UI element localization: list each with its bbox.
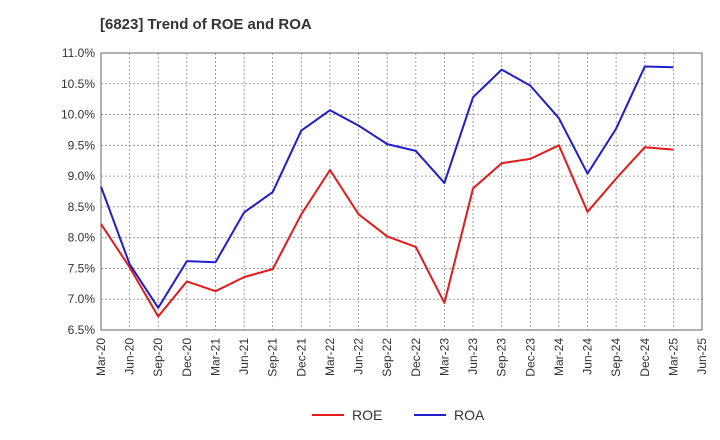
x-tick-label: Dec-23 (523, 338, 537, 377)
x-tick-label: Dec-22 (409, 338, 423, 377)
y-tick-label: 11.0% (62, 46, 95, 60)
y-tick-label: 6.5% (68, 323, 96, 337)
y-tick-label: 10.0% (61, 108, 95, 122)
x-tick-label: Jun-25 (695, 338, 709, 375)
y-tick-label: 9.0% (68, 169, 96, 183)
x-tick-label: Sep-23 (495, 338, 509, 377)
x-tick-label: Mar-24 (552, 338, 566, 376)
x-tick-label: Jun-20 (123, 338, 137, 375)
x-tick-label: Sep-21 (266, 338, 280, 377)
y-tick-label: 10.5% (61, 77, 95, 91)
x-tick-label: Jun-24 (581, 338, 595, 375)
x-tick-label: Mar-23 (437, 338, 451, 376)
chart-title: [6823] Trend of ROE and ROA (100, 16, 312, 33)
x-tick-label: Jun-22 (352, 338, 366, 375)
series-lines (100, 65, 674, 318)
series-line-roa (100, 65, 674, 309)
x-tick-label: Mar-20 (94, 338, 108, 376)
y-tick-label: 8.0% (68, 231, 96, 245)
x-tick-label: Sep-20 (151, 338, 165, 377)
y-tick-label: 8.5% (68, 200, 96, 214)
x-tick-label: Dec-20 (180, 338, 194, 377)
x-tick-label: Jun-21 (237, 338, 251, 375)
y-tick-label: 9.5% (68, 138, 96, 152)
x-tick-label: Dec-21 (294, 338, 308, 377)
x-tick-label: Sep-24 (609, 338, 623, 377)
legend: ROE ROA (312, 407, 485, 423)
legend-label-roa: ROA (454, 407, 485, 423)
x-tick-label: Jun-23 (466, 338, 480, 375)
y-tick-label: 7.5% (68, 261, 96, 275)
grid-lines (101, 53, 702, 330)
series-line-roe (100, 144, 674, 318)
x-tick-label: Dec-24 (638, 338, 652, 377)
x-tick-label: Sep-22 (380, 338, 394, 377)
x-tick-label: Mar-25 (666, 338, 680, 376)
axis-ticks: Mar-20 Jun-20 Sep-20 Dec-20 Mar-21 Jun-21 Sep-… (61, 46, 709, 377)
plot-area (100, 52, 703, 331)
legend-label-roe: ROE (352, 407, 382, 423)
x-tick-label: Mar-22 (323, 338, 337, 376)
y-tick-label: 7.0% (68, 292, 96, 306)
x-tick-label: Mar-21 (208, 338, 222, 376)
